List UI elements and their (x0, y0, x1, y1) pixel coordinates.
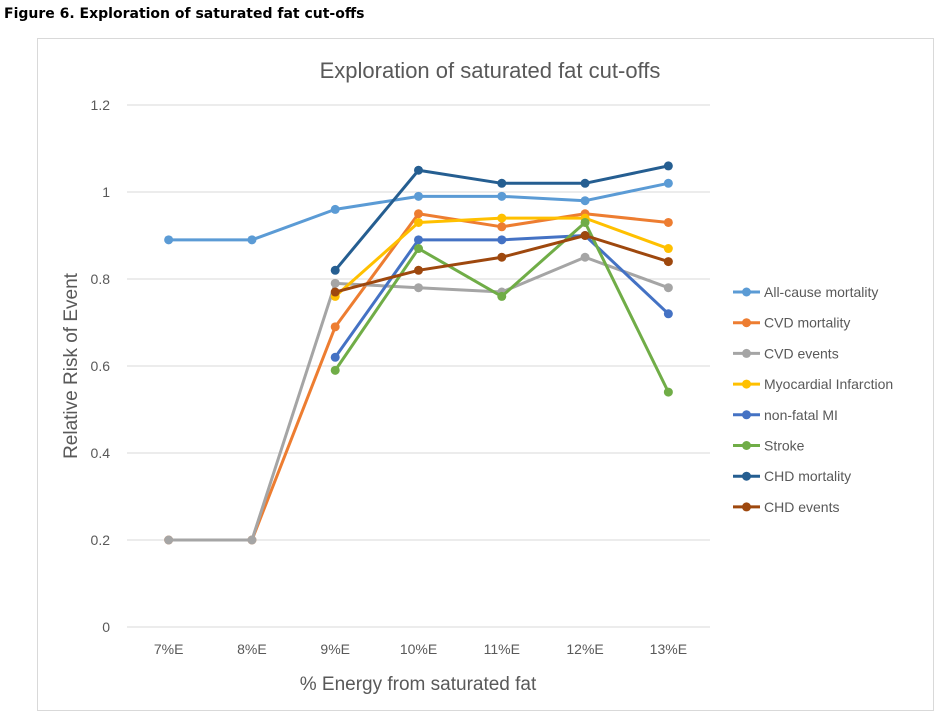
data-point (580, 178, 590, 188)
data-point (497, 235, 507, 245)
data-point (663, 283, 673, 293)
legend-label: Myocardial Infarction (764, 376, 893, 392)
data-point (414, 217, 423, 227)
data-point (663, 309, 673, 319)
data-point (164, 235, 174, 245)
data-point (497, 222, 507, 232)
x-tick-label: 9%E (320, 641, 350, 657)
legend-marker (742, 410, 751, 420)
legend-label: Stroke (764, 438, 805, 454)
data-point (497, 178, 507, 188)
legend-marker (742, 318, 751, 328)
data-point (330, 278, 340, 288)
data-point (247, 535, 257, 545)
legend-marker (742, 379, 751, 389)
x-tick-label: 7%E (154, 641, 184, 657)
y-tick-label: 0.8 (91, 271, 111, 287)
data-point (414, 165, 423, 175)
x-tick-label: 10%E (400, 641, 437, 657)
data-point (497, 213, 507, 223)
legend-marker (742, 441, 751, 450)
data-point (414, 265, 423, 275)
legend-marker (742, 287, 751, 297)
x-tick-label: 13%E (650, 641, 687, 657)
legend-label: CVD mortality (764, 315, 850, 331)
data-point (580, 231, 590, 240)
data-point (497, 291, 507, 301)
x-tick-label: 12%E (566, 641, 603, 657)
data-point (414, 244, 423, 254)
data-point (414, 235, 423, 245)
data-point (663, 257, 673, 267)
legend-label: CHD events (764, 499, 839, 515)
chart-frame (37, 38, 934, 711)
legend-label: CVD events (764, 345, 839, 361)
data-point (497, 191, 507, 201)
data-point (663, 178, 673, 188)
y-tick-label: 0.4 (91, 445, 111, 461)
data-point (497, 252, 507, 262)
y-tick-label: 0.6 (91, 358, 111, 374)
legend-marker (742, 502, 751, 512)
legend-marker (742, 348, 751, 358)
data-point (330, 352, 340, 362)
x-axis-title: % Energy from saturated fat (300, 674, 537, 695)
legend-label: non-fatal MI (764, 407, 838, 423)
series-line (168, 212, 669, 542)
data-point (663, 161, 673, 171)
y-tick-label: 0.2 (91, 532, 111, 548)
y-tick-label: 0 (102, 619, 110, 635)
legend-marker (742, 471, 751, 481)
data-point (414, 191, 423, 201)
data-point (663, 217, 673, 227)
data-point (414, 283, 423, 293)
figure-caption: Figure 6. Exploration of saturated fat c… (4, 6, 365, 22)
data-point (330, 265, 340, 275)
x-tick-label: 8%E (237, 641, 267, 657)
y-axis-title: Relative Risk of Event (61, 272, 82, 459)
data-point (580, 196, 590, 206)
data-point (164, 535, 174, 545)
x-tick-label: 11%E (484, 641, 520, 657)
chart-title: Exploration of saturated fat cut-offs (320, 58, 661, 83)
y-tick-label: 1.2 (91, 97, 111, 113)
y-tick-label: 1 (102, 184, 110, 200)
data-point (330, 287, 340, 297)
data-point (663, 387, 673, 397)
series-line (333, 220, 670, 393)
data-point (330, 204, 340, 214)
data-point (580, 252, 590, 262)
data-point (414, 209, 423, 219)
data-point (330, 322, 340, 332)
legend-label: All-cause mortality (764, 284, 878, 300)
data-point (580, 217, 590, 227)
legend-label: CHD mortality (764, 468, 851, 484)
data-point (247, 235, 257, 245)
series-line (168, 255, 669, 542)
data-point (663, 244, 673, 254)
data-point (330, 365, 340, 375)
